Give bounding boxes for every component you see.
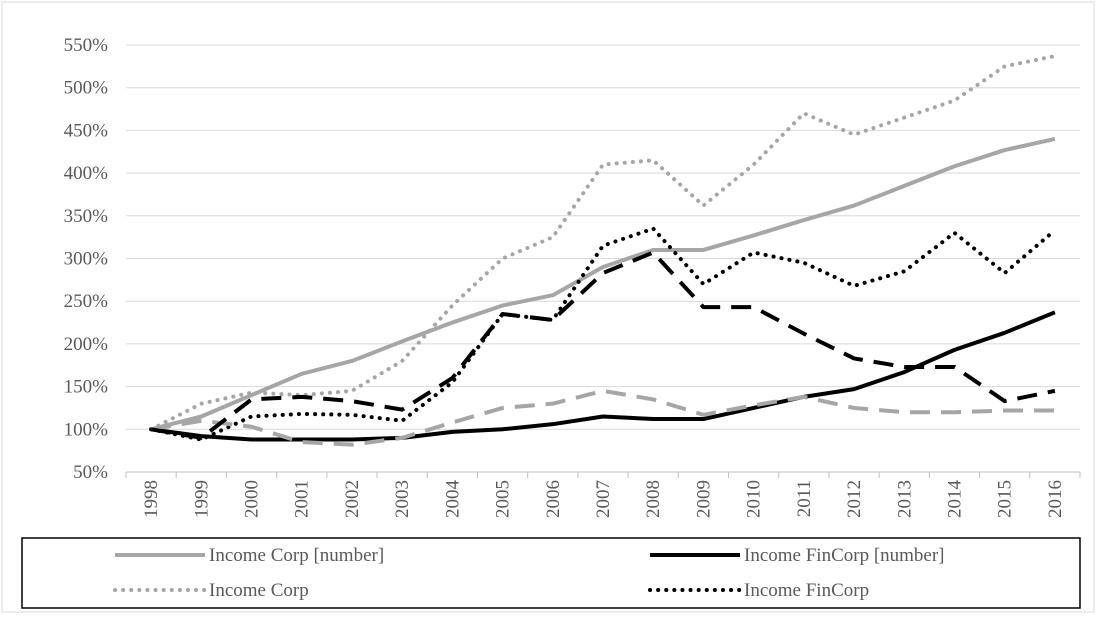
- y-tick-label: 200%: [64, 334, 109, 355]
- legend-label: Income FinCorp: [744, 580, 869, 601]
- x-tick-label: 2009: [693, 480, 714, 518]
- x-tick-label: 2008: [643, 480, 664, 518]
- y-tick-label: 350%: [64, 206, 109, 227]
- x-tick-label: 2001: [292, 480, 313, 518]
- x-tick-label: 1998: [141, 480, 162, 518]
- y-tick-label: 500%: [64, 78, 109, 99]
- x-tick-label: 2016: [1045, 480, 1066, 518]
- x-tick-label: 2014: [944, 480, 965, 519]
- x-tick-label: 2010: [744, 480, 765, 518]
- legend-box: [21, 537, 1081, 609]
- x-tick-label: 2005: [493, 480, 514, 518]
- y-tick-label: 550%: [64, 35, 109, 56]
- legend-label: Income Corp [number]: [209, 545, 384, 566]
- x-tick-label: 2002: [342, 480, 363, 518]
- y-tick-label: 50%: [73, 462, 108, 483]
- x-tick-label: 2015: [995, 480, 1016, 518]
- x-tick-label: 2006: [543, 480, 564, 518]
- y-tick-label: 300%: [64, 249, 109, 270]
- series-line: [149, 54, 1057, 432]
- series-line: [150, 310, 1056, 442]
- legend-label: Income FinCorp [number]: [744, 545, 945, 566]
- x-tick-label: 2004: [442, 480, 463, 519]
- x-tick-label: 2012: [844, 480, 865, 518]
- series-line: [150, 136, 1056, 432]
- y-tick-label: 150%: [64, 377, 109, 398]
- y-tick-label: 100%: [64, 419, 109, 440]
- x-tick-label: 2011: [794, 480, 815, 517]
- y-tick-label: 250%: [64, 291, 109, 312]
- x-tick-label: 2003: [392, 480, 413, 518]
- x-tick-label: 2007: [593, 480, 614, 518]
- x-tick-label: 1999: [191, 480, 212, 518]
- series-line: [149, 226, 1057, 442]
- x-tick-label: 2000: [242, 480, 263, 518]
- legend-label: Income Corp: [209, 580, 309, 601]
- series-line: [150, 250, 1056, 440]
- y-tick-label: 400%: [64, 163, 109, 184]
- x-tick-label: 2013: [894, 480, 915, 518]
- y-tick-label: 450%: [64, 120, 109, 141]
